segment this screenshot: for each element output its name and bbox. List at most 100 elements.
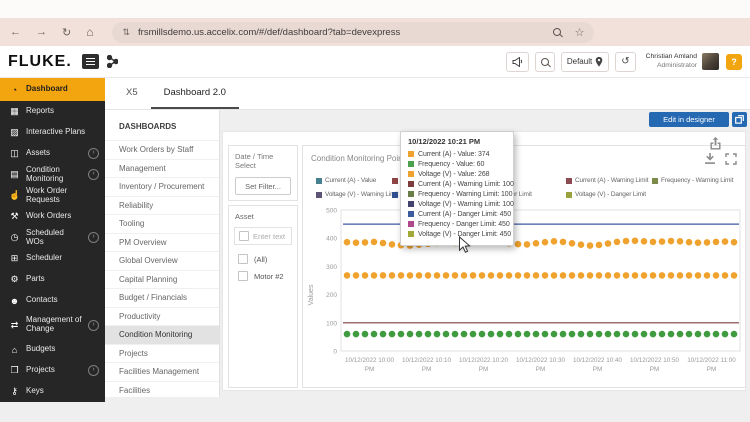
- checkbox[interactable]: [238, 271, 248, 281]
- sidebar-item-interactive-plans[interactable]: ▨ Interactive Plans: [0, 122, 105, 143]
- tooltip-swatch: [408, 191, 414, 197]
- legend-item-current-a-value[interactable]: Current (A) - Value: [316, 177, 376, 184]
- sidebar-item-contacts[interactable]: ☻ Contacts: [0, 290, 105, 311]
- url-bar[interactable]: ⇅ frsmillsdemo.us.accelix.com/#/def/dash…: [112, 21, 595, 43]
- sidebar-item-budgets[interactable]: ⌂ Budgets: [0, 339, 105, 360]
- fullscreen-icon[interactable]: [725, 153, 737, 165]
- dashboard-list-item-pm-overview[interactable]: PM Overview: [105, 232, 219, 252]
- sidebar-item-projects[interactable]: ❒ Projects ›: [0, 360, 105, 381]
- y-axis-title: Values: [308, 284, 315, 305]
- legend-item-frequency-warning-limit[interactable]: Frequency - Warning Limit: [652, 177, 733, 184]
- legend-item-current-a-warning-limit[interactable]: Current (A) - Warning Limit: [566, 177, 649, 184]
- tab-x5[interactable]: X5: [126, 87, 138, 98]
- site-settings-icon[interactable]: ⇅: [122, 26, 131, 37]
- bookmark-star-icon[interactable]: ☆: [574, 26, 585, 39]
- browser-home-icon[interactable]: ⌂: [86, 25, 94, 39]
- tooltip-swatch: [408, 211, 414, 217]
- dashboard-list-item-facilities[interactable]: Facilities: [105, 380, 219, 400]
- reports-icon: ▦: [10, 106, 19, 116]
- dashboard-list-item-capital-planning[interactable]: Capital Planning: [105, 269, 219, 289]
- legend-label: Current (A) - Value: [325, 177, 377, 184]
- set-filter-button[interactable]: Set Filter...: [235, 177, 291, 195]
- sidebar-item-keys[interactable]: ⚷ Keys: [0, 381, 105, 402]
- sidebar-item-label: Condition Monitoring: [26, 164, 64, 183]
- browser-reload-icon[interactable]: ↻: [62, 26, 72, 39]
- site-selector[interactable]: Default: [560, 51, 610, 72]
- sidebar-item-work-orders[interactable]: ⚒ Work Orders: [0, 206, 105, 227]
- expand-chevron-icon[interactable]: ›: [88, 365, 99, 376]
- sidebar-item-condition-monitoring[interactable]: ▤ Condition Monitoring ›: [0, 164, 105, 185]
- dashboard-list-item-projects[interactable]: Projects: [105, 343, 219, 363]
- sidebar-item-management-of-change[interactable]: ⇄ Management of Change ›: [0, 311, 105, 339]
- legend-label: Frequency - Warning Limit: [661, 177, 734, 184]
- select-all-checkbox[interactable]: [239, 231, 249, 241]
- avatar[interactable]: [702, 53, 719, 70]
- legend-swatch: [566, 177, 572, 184]
- series-voltage-v-value[interactable]: [343, 272, 738, 279]
- announcements-button[interactable]: [505, 51, 529, 72]
- asset-search-input[interactable]: Enter text to ...: [234, 227, 292, 245]
- legend-item-voltage-v-warning-limit[interactable]: Voltage (V) - Warning Limit: [316, 191, 399, 198]
- series-frequency-value[interactable]: [343, 330, 738, 338]
- sidebar-item-scheduled-wos[interactable]: ◷ Scheduled WOs ›: [0, 227, 105, 248]
- expand-chevron-icon[interactable]: ›: [88, 169, 99, 180]
- x-tick-label: 10/12/2022 10:00: [345, 357, 395, 364]
- dashboard-list-item-facilities-management[interactable]: Facilities Management: [105, 362, 219, 381]
- checkbox[interactable]: [238, 254, 248, 264]
- global-search-button[interactable]: [534, 51, 555, 72]
- y-tick-label: 200: [326, 292, 337, 299]
- dashboard-list-item-budget-financials[interactable]: Budget / Financials: [105, 288, 219, 307]
- tab-dashboard-2-0[interactable]: Dashboard 2.0: [150, 78, 239, 109]
- sidebar-item-dashboard[interactable]: ◔ Dashboard: [0, 78, 105, 101]
- legend-item-voltage-v-danger-limit[interactable]: Voltage (V) - Danger Limit: [566, 191, 646, 198]
- tooltip-label: Current (A) - Warning Limit: 100: [418, 180, 514, 188]
- edit-in-designer-button[interactable]: Edit in designer: [649, 112, 729, 127]
- dashboard-tabbar: X5 Dashboard 2.0: [105, 78, 750, 110]
- dashboard-list-item-productivity[interactable]: Productivity: [105, 306, 219, 326]
- history-button[interactable]: ↺: [615, 51, 636, 72]
- y-tick-label: 500: [326, 208, 337, 215]
- browser-forward-icon[interactable]: →: [36, 26, 47, 38]
- asset-filter-title: Asset: [235, 212, 254, 221]
- window-icon: [735, 115, 744, 124]
- export-share-icon[interactable]: [709, 137, 722, 156]
- dashboard-list-item-inventory-procurement[interactable]: Inventory / Procurement: [105, 177, 219, 196]
- megaphone-icon: [512, 56, 523, 67]
- sidebar-item-work-order-requests[interactable]: ☝ Work Order Requests: [0, 185, 105, 206]
- expand-chevron-icon[interactable]: ›: [88, 148, 99, 159]
- search-icon[interactable]: [552, 28, 561, 36]
- sidebar-item-parts[interactable]: ⚙ Parts: [0, 269, 105, 290]
- share-tree-icon[interactable]: [106, 55, 118, 68]
- sidebar-item-scheduler[interactable]: ⊞ Scheduler: [0, 248, 105, 269]
- url-text[interactable]: frsmillsdemo.us.accelix.com/#/def/dashbo…: [138, 26, 401, 38]
- x-tick-label-suffix: PM: [479, 366, 488, 373]
- sidebar-item-reports[interactable]: ▦ Reports: [0, 101, 105, 122]
- legend-swatch: [316, 191, 322, 198]
- sidebar-item-label: Reports: [26, 106, 55, 116]
- open-designer-window-button[interactable]: [732, 112, 747, 127]
- legend-swatch: [392, 191, 398, 198]
- menu-icon[interactable]: [81, 54, 99, 69]
- sidebar-item-assets[interactable]: ◫ Assets ›: [0, 143, 105, 164]
- expand-chevron-icon[interactable]: ›: [88, 319, 99, 331]
- tooltip-label: Voltage (V) - Value: 268: [418, 170, 490, 178]
- expand-chevron-icon[interactable]: ›: [88, 232, 99, 243]
- dashboard-list-item-work-orders-by-staff[interactable]: Work Orders by Staff: [105, 140, 219, 159]
- dashboard-list-item-reliability[interactable]: Reliability: [105, 195, 219, 215]
- asset-option-motor-2[interactable]: Motor #2: [229, 264, 297, 281]
- tooltip-row-voltage-v-value: Voltage (V) - Value: 268: [408, 169, 506, 179]
- datetime-filter-title: Date / Time Select: [235, 152, 274, 170]
- tooltip-swatch: [408, 201, 414, 207]
- browser-back-icon[interactable]: ←: [10, 26, 21, 38]
- asset-option-all[interactable]: (All): [229, 247, 297, 264]
- x-tick-label: 10/12/2022 10:40: [573, 357, 623, 364]
- help-button[interactable]: ?: [726, 53, 742, 70]
- dashboard-list-item-management[interactable]: Management: [105, 158, 219, 178]
- dashboard-list-item-global-overview[interactable]: Global Overview: [105, 251, 219, 270]
- condition-monitoring-chart[interactable]: 0 100 200 300 400 500 Values 10/12/2022 10:00 PM…: [303, 203, 745, 387]
- dashboard-list-item-condition-monitoring[interactable]: Condition Monitoring: [105, 325, 219, 344]
- export-chart-icon[interactable]: [704, 153, 716, 165]
- dashboard-list-item-tooling[interactable]: Tooling: [105, 214, 219, 233]
- history-icon: ↺: [621, 56, 630, 67]
